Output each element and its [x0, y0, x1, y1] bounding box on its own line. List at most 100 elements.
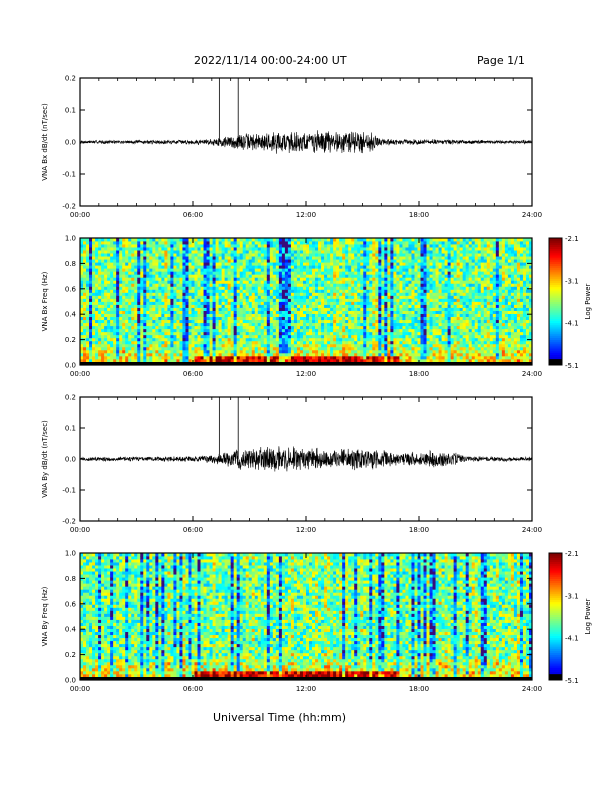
spectrogram-cell [272, 322, 277, 327]
spectrogram-cell [375, 247, 379, 251]
spectrogram-cell [230, 343, 235, 348]
spectrogram-cell [236, 301, 241, 305]
spectrogram-cell [402, 358, 406, 363]
spectrogram-cell [200, 265, 204, 269]
spectrogram-cell [137, 289, 141, 293]
spectrogram-cell [191, 259, 195, 263]
spectrogram-cell [375, 283, 379, 287]
spectrogram-cell [345, 274, 349, 278]
spectrogram-cell [342, 346, 346, 351]
spectrogram-cell [296, 286, 301, 290]
spectrogram-cell [333, 319, 337, 324]
spectrogram-cell [104, 277, 108, 281]
spectrogram-cell [83, 307, 87, 311]
spectrogram-cell [266, 298, 271, 302]
spectrogram-cell [92, 259, 96, 263]
spectrogram-cell [113, 334, 117, 339]
spectrogram-cell [197, 286, 201, 290]
spectrogram-cell [143, 355, 147, 360]
spectrogram-cell [387, 325, 391, 330]
spectrogram-cell [80, 304, 84, 308]
spectrogram-cell [393, 334, 397, 339]
spectrogram-cell [107, 280, 111, 284]
spectrogram-cell [104, 295, 108, 299]
spectrogram-cell [275, 337, 280, 342]
spectrogram-cell [203, 241, 207, 245]
spectrogram-cell [257, 292, 262, 296]
spectrogram-cell [330, 358, 334, 363]
spectrogram-cell [188, 292, 192, 296]
spectrogram-cell [411, 289, 415, 293]
spectrogram-cell [230, 355, 235, 360]
spectrogram-cell [179, 307, 183, 311]
spectrogram-cell [393, 286, 397, 290]
spectrogram-cell [366, 346, 370, 351]
spectrogram-cell [170, 352, 174, 357]
spectrogram-cell [293, 310, 298, 314]
spectrogram-cell [357, 340, 361, 345]
spectrogram-cell [339, 358, 343, 363]
spectrogram-cell [245, 352, 250, 357]
spectrogram-cell [89, 343, 93, 348]
spectrogram-cell [164, 265, 168, 269]
spectrogram-cell [275, 352, 280, 357]
spectrogram-cell [83, 328, 87, 333]
spectrogram-cell [179, 298, 183, 302]
spectrogram-cell [164, 250, 168, 254]
spectrogram-cell [429, 253, 433, 257]
spectrogram-cell [387, 277, 391, 281]
spectrogram-cell [333, 250, 337, 254]
spectrogram-cell [224, 292, 229, 296]
spectrogram-cell [402, 250, 406, 254]
spectrogram-cell [119, 271, 123, 275]
spectrogram-cell [155, 241, 159, 245]
spectrogram-cell [387, 238, 391, 242]
spectrogram-cell [248, 340, 253, 345]
spectrogram-cell [170, 238, 174, 242]
spectrogram-cell [245, 280, 250, 284]
spectrogram-cell [92, 334, 96, 339]
spectrogram-cell [218, 247, 223, 251]
spectrogram-cell [387, 349, 391, 354]
spectrogram-cell [275, 280, 280, 284]
spectrogram-cell [209, 259, 213, 263]
spectrogram-cell [266, 316, 271, 321]
spectrogram-cell [333, 328, 337, 333]
spectrogram-cell [203, 316, 207, 321]
spectrogram-cell [278, 328, 283, 333]
spectrogram-cell [275, 241, 280, 245]
spectrogram-cell [309, 280, 313, 284]
spectrogram-cell [420, 265, 424, 269]
spectrogram-cell [266, 319, 271, 324]
spectrogram-cell [224, 277, 229, 281]
spectrogram-cell [321, 253, 325, 257]
spectrogram-cell [170, 340, 174, 345]
spectrogram-cell [254, 316, 259, 321]
spectrogram-cell [429, 286, 433, 290]
spectrogram-cell [86, 310, 90, 314]
spectrogram-cell [104, 271, 108, 275]
spectrogram-cell [116, 283, 120, 287]
spectrogram-cell [348, 301, 352, 305]
spectrogram-cell [354, 271, 358, 275]
spectrogram-cell [302, 337, 307, 342]
spectrogram-cell [339, 355, 343, 360]
spectrogram-cell [321, 241, 325, 245]
spectrogram-cell [248, 241, 253, 245]
spectrogram-cell [173, 241, 177, 245]
spectrogram-cell [233, 340, 238, 345]
spectrogram-cell [429, 274, 433, 278]
spectrogram-cell [221, 310, 226, 314]
spectrogram-cell [366, 325, 370, 330]
spectrogram-cell [318, 343, 322, 348]
spectrogram-cell [176, 310, 180, 314]
spectrogram-cell [348, 280, 352, 284]
spectrogram-cell [122, 313, 126, 318]
spectrogram-cell [318, 259, 322, 263]
spectrogram-cell [260, 316, 265, 321]
spectrogram-cell [384, 286, 388, 290]
spectrogram-cell [405, 337, 409, 342]
spectrogram-cell [351, 352, 355, 357]
spectrogram-cell [396, 310, 400, 314]
spectrogram-cell [242, 286, 247, 290]
